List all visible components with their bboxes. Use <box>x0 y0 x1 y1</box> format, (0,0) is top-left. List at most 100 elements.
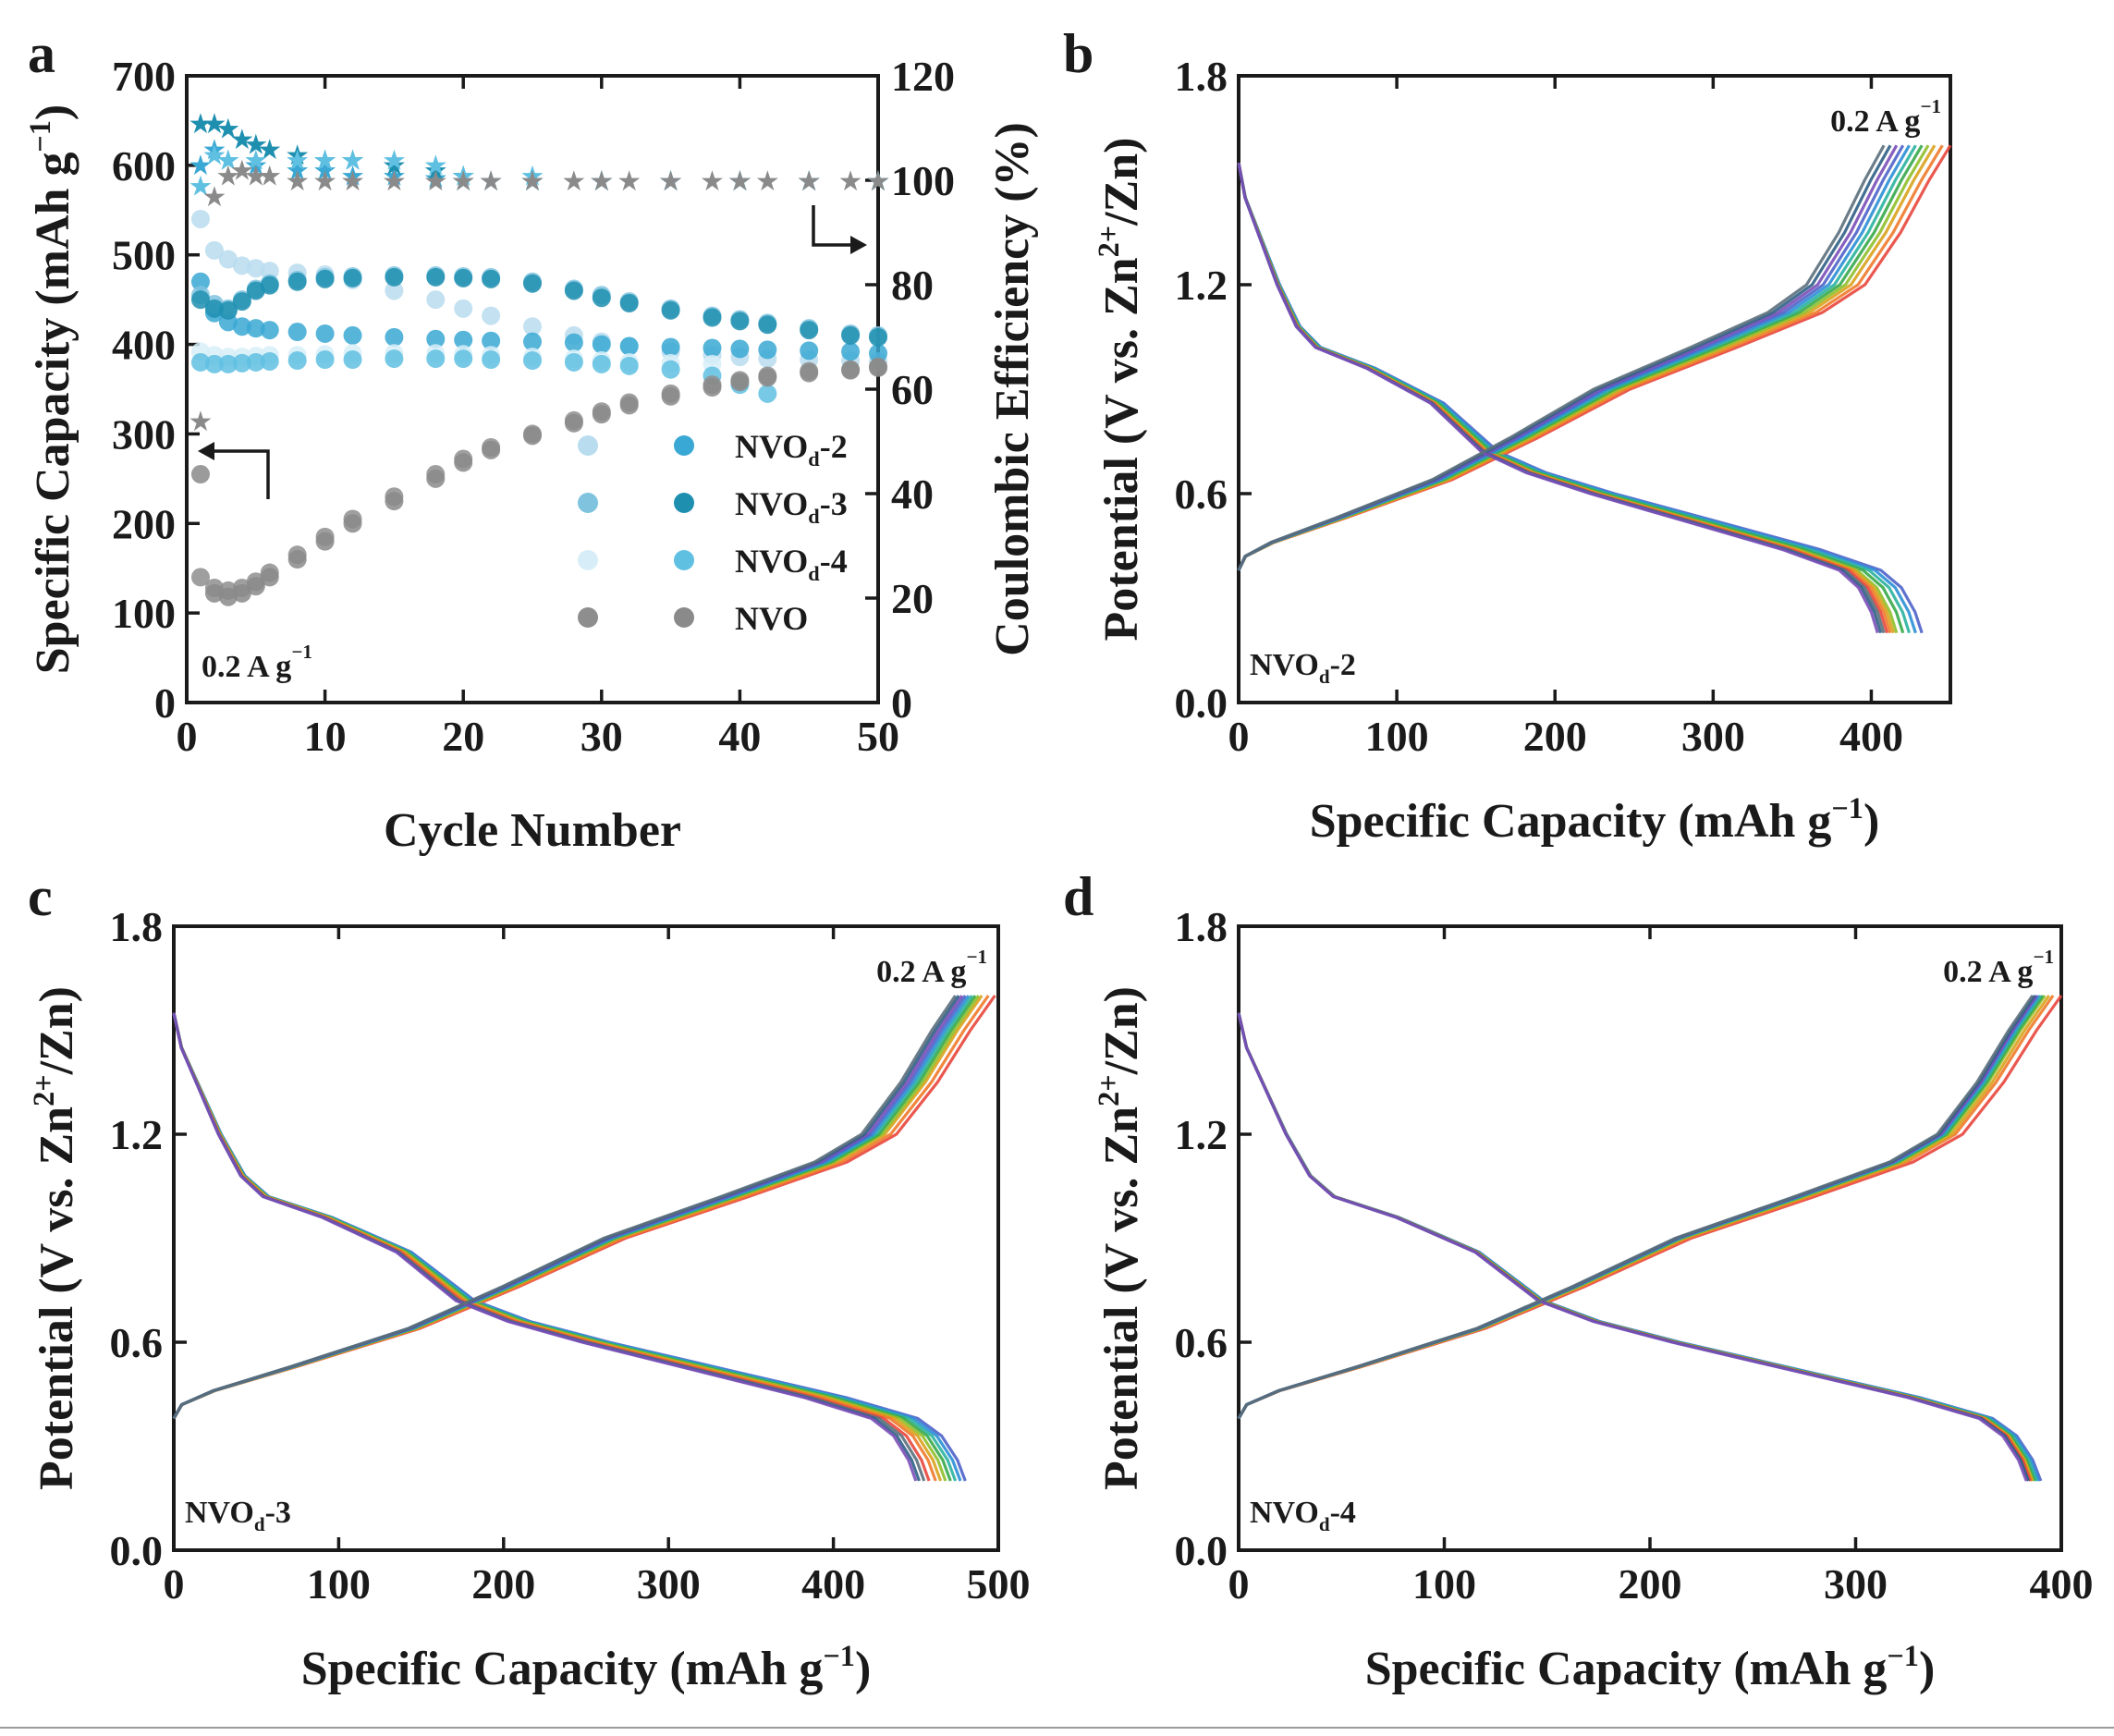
data-point <box>661 360 680 379</box>
data-point <box>841 361 861 380</box>
y-tick-label: 300 <box>112 410 176 458</box>
data-point-star: ★ <box>215 144 240 177</box>
data-point-star: ★ <box>589 165 614 198</box>
discharge-curve <box>1237 162 1905 634</box>
data-point-star: ★ <box>285 140 310 172</box>
rate-label: 0.2 A g−1 <box>1943 946 2054 989</box>
data-point-star: ★ <box>215 160 240 192</box>
panel-letter-d: d <box>1063 866 1094 927</box>
data-point <box>260 321 279 340</box>
data-point-star: ★ <box>189 406 214 438</box>
data-point <box>523 426 542 446</box>
data-point <box>758 384 777 403</box>
data-point <box>426 290 446 310</box>
charge-curve <box>1237 995 2035 1420</box>
data-point <box>758 368 777 387</box>
data-point-star: ★ <box>658 165 683 198</box>
legend-label: NVOd-2 <box>735 428 848 471</box>
discharge-curve <box>1237 162 1879 634</box>
data-point <box>218 354 238 373</box>
y-tick-label: 200 <box>112 500 176 547</box>
data-point-star: ★ <box>312 165 337 198</box>
data-point <box>190 209 210 228</box>
data-point-star: ★ <box>866 165 891 198</box>
y-axis-label: Potential (V vs. Zn2+/Zn) <box>1092 986 1148 1490</box>
data-point <box>218 587 238 606</box>
rate-label: 0.2 A g−1 <box>876 946 987 989</box>
panel-d: d 0 100 200 300 400 0.0 0.6 1.2 1.8 Specific Capac… <box>1063 866 2094 1695</box>
y-right-axis-label: Coulombic Efficiency (%) <box>986 122 1039 656</box>
data-point-star: ★ <box>797 165 822 198</box>
data-point <box>619 336 639 356</box>
data-point-star: ★ <box>340 144 365 177</box>
data-point-star: ★ <box>520 160 545 192</box>
data-point-star: ★ <box>797 165 822 198</box>
data-point <box>869 358 887 377</box>
data-point <box>190 568 210 587</box>
data-point <box>841 342 861 361</box>
y-right-tick-label: 20 <box>891 575 934 622</box>
data-point-star: ★ <box>561 165 586 198</box>
data-point <box>869 344 887 363</box>
data-point <box>246 352 265 372</box>
legend-label: NVOd-3 <box>735 485 848 528</box>
data-point <box>315 324 335 343</box>
data-point <box>703 378 722 397</box>
discharge-curve <box>1237 1012 2033 1482</box>
data-point <box>592 335 611 354</box>
discharge-curve <box>1237 162 1899 634</box>
right-axis-arrow <box>812 205 860 247</box>
data-point <box>246 577 265 596</box>
panel-letter-c: c <box>28 866 53 927</box>
data-point <box>454 453 473 472</box>
y-axis-label: Potential (V vs. Zn2+/Zn) <box>27 986 83 1490</box>
x-axis-label: Cycle Number <box>384 804 681 857</box>
y-tick-label: 0 <box>154 679 176 727</box>
y-axis-label: Specific Capacity (mAh g−1) <box>23 104 79 675</box>
data-point <box>758 315 777 335</box>
data-point <box>661 337 680 357</box>
data-point-star: ★ <box>189 150 214 182</box>
data-point <box>190 272 210 291</box>
discharge-curve <box>172 1012 952 1482</box>
x-tick-label: 200 <box>1523 713 1587 760</box>
x-tick-label: 50 <box>857 713 899 760</box>
discharge-curve <box>172 1012 918 1482</box>
data-point <box>287 351 307 371</box>
data-point <box>385 281 404 300</box>
data-point-star: ★ <box>617 165 642 198</box>
x-tick-label: 300 <box>637 1560 701 1608</box>
data-point <box>426 349 446 369</box>
y-right-tick-label: 0 <box>891 679 912 727</box>
data-point <box>482 269 501 288</box>
data-point <box>869 327 887 347</box>
discharge-curve <box>1237 162 1889 634</box>
y-tick-label: 0.0 <box>110 1527 164 1574</box>
legend-marker-charge <box>578 435 598 456</box>
data-point <box>454 330 473 349</box>
data-point <box>426 469 446 488</box>
data-point <box>730 339 750 359</box>
x-tick-label: 0 <box>1228 713 1250 760</box>
data-point <box>218 300 238 320</box>
data-point <box>315 269 335 288</box>
data-point <box>190 352 210 372</box>
panel-a: a0 10 20 30 40 500100200300400500600700020406… <box>23 23 1039 857</box>
data-point-star: ★ <box>755 165 780 198</box>
series-nvod-3-ce: ★★★★★★ ★ ★ ★ ★ ★ ★ ★ ★ ★ ★ ★ ★ <box>189 108 891 198</box>
data-point <box>190 465 210 484</box>
data-point <box>315 532 335 551</box>
charge-curve <box>1237 995 2043 1420</box>
data-point <box>592 354 611 373</box>
discharge-curve <box>1237 1012 2033 1482</box>
charge-curve <box>1237 995 2040 1420</box>
data-point <box>385 349 404 369</box>
data-point-star: ★ <box>423 163 448 195</box>
y-tick-label: 100 <box>112 590 176 637</box>
curves <box>1237 144 1952 634</box>
data-point-star: ★ <box>202 108 226 141</box>
y-tick-label: 0.0 <box>1175 1527 1228 1574</box>
data-point-star: ★ <box>243 160 268 192</box>
x-tick-label: 400 <box>2030 1560 2094 1608</box>
